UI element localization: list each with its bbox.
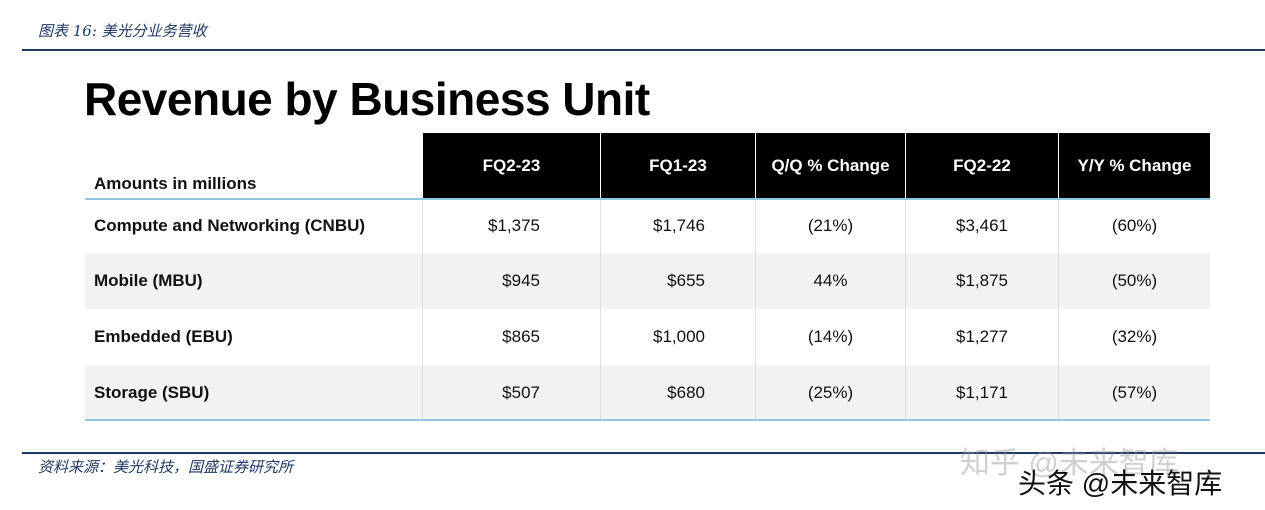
row-label: Embedded (EBU)	[85, 309, 422, 365]
table-cell: $1,875	[905, 253, 1058, 309]
table-cell: (57%)	[1058, 365, 1210, 420]
header-cell: FQ1-23	[600, 133, 755, 198]
table-cell: $945	[422, 253, 600, 309]
header-cell: FQ2-23	[422, 133, 600, 198]
header-cell: Amounts in millions	[94, 174, 257, 193]
table-cell: $3,461	[905, 198, 1058, 253]
table-rule	[85, 198, 1210, 200]
header-cell: Y/Y % Change	[1058, 133, 1210, 198]
watermark: 知乎 @未来智库	[960, 447, 1179, 480]
row-label: Storage (SBU)	[85, 365, 422, 420]
table-cell: (50%)	[1058, 253, 1210, 309]
table-cell: $1,375	[422, 198, 600, 253]
caption: 图表 16: 美光分业务营收	[38, 22, 207, 40]
row-label: Mobile (MBU)	[85, 253, 422, 309]
header-cell: Q/Q % Change	[755, 133, 905, 198]
watermark: 头条 @未来智库	[1018, 468, 1223, 499]
table-cell: $1,277	[905, 309, 1058, 365]
header-cell: FQ2-22	[905, 133, 1058, 198]
top-rule	[22, 49, 1265, 51]
table-cell: $1,000	[600, 309, 755, 365]
title: Revenue by Business Unit	[84, 73, 650, 125]
table-cell: 44%	[755, 253, 905, 309]
table-cell: (60%)	[1058, 198, 1210, 253]
bottom-rule	[22, 452, 1265, 454]
table-cell: $1,746	[600, 198, 755, 253]
table-cell: $680	[600, 365, 755, 420]
table-cell: (25%)	[755, 365, 905, 420]
row-label: Compute and Networking (CNBU)	[85, 198, 422, 253]
table-cell: $507	[422, 365, 600, 420]
table-cell: (14%)	[755, 309, 905, 365]
table-cell: (32%)	[1058, 309, 1210, 365]
table-rule	[85, 419, 1210, 421]
table-cell: $655	[600, 253, 755, 309]
table-cell: $1,171	[905, 365, 1058, 420]
table-cell: $865	[422, 309, 600, 365]
source: 资料来源：美光科技，国盛证券研究所	[38, 458, 294, 476]
table-cell: (21%)	[755, 198, 905, 253]
